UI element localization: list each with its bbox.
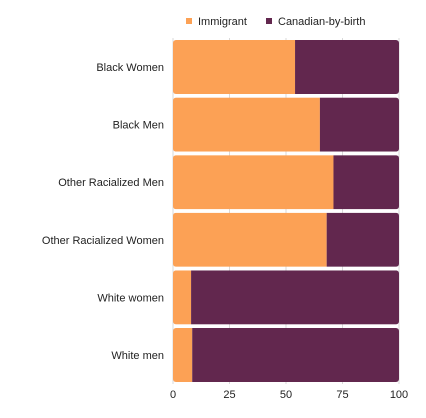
bar-immigrant-black-women bbox=[173, 40, 296, 94]
legend-swatch-immigrant bbox=[186, 18, 192, 24]
bar-canadian-by-birth-white-men bbox=[192, 328, 399, 382]
legend-item-immigrant: Immigrant bbox=[186, 16, 247, 28]
x-tick-label-75: 75 bbox=[336, 389, 348, 401]
bar-canadian-by-birth-other-racialized-men bbox=[333, 155, 399, 210]
bar-immigrant-white-men bbox=[173, 328, 193, 382]
bar-canadian-by-birth-white-women bbox=[191, 270, 399, 325]
legend-item-canadian-by-birth: Canadian-by-birth bbox=[266, 16, 365, 28]
category-label-black-women: Black Women bbox=[96, 62, 164, 74]
bar-immigrant-white-women bbox=[173, 270, 192, 325]
legend-label-immigrant: Immigrant bbox=[198, 16, 247, 28]
bar-canadian-by-birth-black-men bbox=[319, 97, 399, 152]
bar-group-black-women bbox=[173, 40, 399, 94]
legend: Immigrant Canadian-by-birth bbox=[186, 16, 365, 28]
grid-lines bbox=[172, 38, 400, 384]
category-label-other-racialized-men: Other Racialized Men bbox=[58, 177, 164, 189]
category-label-other-racialized-women: Other Racialized Women bbox=[42, 235, 164, 247]
bars bbox=[173, 40, 399, 382]
bar-canadian-by-birth-black-women bbox=[295, 40, 399, 94]
legend-swatch-canadian-by-birth bbox=[266, 18, 272, 24]
bar-group-white-men bbox=[173, 328, 399, 382]
x-tick-label-50: 50 bbox=[280, 389, 292, 401]
bar-group-white-women bbox=[173, 270, 399, 325]
bar-immigrant-other-racialized-women bbox=[173, 212, 327, 267]
category-labels: Black Women Black Men Other Racialized Men… bbox=[42, 62, 164, 362]
bar-immigrant-black-men bbox=[173, 97, 320, 152]
x-axis-ticks: 0 25 50 75 100 bbox=[170, 389, 408, 401]
category-label-white-men: White men bbox=[111, 350, 164, 362]
category-label-white-women: White women bbox=[97, 292, 164, 304]
bar-canadian-by-birth-other-racialized-women bbox=[326, 212, 399, 267]
bar-immigrant-other-racialized-men bbox=[173, 155, 334, 210]
bar-group-other-racialized-men bbox=[173, 155, 399, 210]
bar-group-other-racialized-women bbox=[173, 212, 399, 267]
x-tick-label-100: 100 bbox=[390, 389, 408, 401]
bar-group-black-men bbox=[173, 97, 399, 152]
x-tick-label-0: 0 bbox=[170, 389, 176, 401]
legend-label-canadian-by-birth: Canadian-by-birth bbox=[278, 16, 365, 28]
category-label-black-men: Black Men bbox=[113, 120, 164, 132]
x-tick-label-25: 25 bbox=[223, 389, 235, 401]
